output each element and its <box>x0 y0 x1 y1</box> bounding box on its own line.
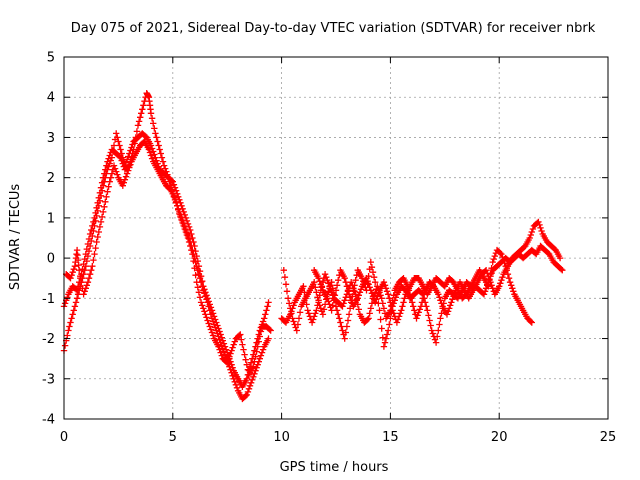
y-tick-label: 3 <box>47 131 55 146</box>
y-tick-label: -1 <box>42 292 55 307</box>
axis-ticks: 0 5 10 15 20 25 -4 -3 -2 -1 0 1 2 3 4 5 <box>42 51 616 446</box>
y-tick-label: -3 <box>42 372 55 387</box>
x-tick-label: 15 <box>382 430 399 445</box>
chart-title: Day 075 of 2021, Sidereal Day-to-day VTE… <box>71 21 596 36</box>
series-track-C <box>63 138 274 378</box>
y-tick-label: 5 <box>47 51 55 66</box>
series-track-F <box>311 242 566 326</box>
x-tick-label: 5 <box>169 430 177 445</box>
y-tick-label: -4 <box>42 413 55 428</box>
x-tick-label: 20 <box>491 430 508 445</box>
data-point-markers <box>63 138 274 378</box>
y-axis-label: SDTVAR / TECUs <box>8 184 23 291</box>
data-point-markers <box>280 246 535 350</box>
data-point-markers <box>311 242 566 326</box>
plot-frame <box>63 56 609 420</box>
x-tick-label: 10 <box>273 430 290 445</box>
x-axis-label: GPS time / hours <box>280 460 389 475</box>
series-track-D <box>280 246 535 350</box>
x-tick-label: 0 <box>60 430 68 445</box>
y-tick-label: 2 <box>47 171 55 186</box>
y-tick-label: 0 <box>47 252 55 267</box>
x-tick-label: 25 <box>600 430 617 445</box>
y-tick-label: 1 <box>47 211 55 226</box>
y-tick-label: 4 <box>47 91 55 106</box>
y-tick-label: -2 <box>42 332 55 347</box>
